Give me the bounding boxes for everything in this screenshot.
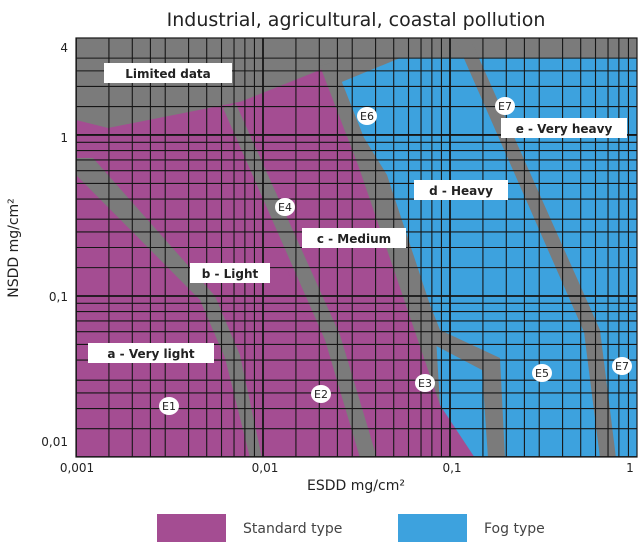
region-label-heavy: d - Heavy	[429, 184, 493, 198]
boundary-band-light-medium	[223, 104, 377, 457]
boundary-band-very-light-light	[76, 158, 262, 457]
region-label-light: b - Light	[202, 267, 259, 281]
e-markers: E6 E7 E4 E3 E5 E7 E2 E1	[159, 97, 632, 415]
region-labels: Limited data e - Very heavy d - Heavy c …	[88, 63, 627, 363]
chart-title: Industrial, agricultural, coastal pollut…	[167, 9, 546, 31]
legend: Standard type Fog type	[157, 514, 545, 542]
legend-swatch-standard	[157, 514, 226, 542]
marker-e3-circle	[415, 374, 435, 392]
region-label-very-light: a - Very light	[107, 347, 194, 361]
marker-e4-circle	[275, 198, 295, 216]
region-label-medium: c - Medium	[317, 232, 391, 246]
marker-e7-upper: E7	[498, 100, 512, 113]
x-tick-label: 0,01	[252, 461, 279, 475]
region-label-very-heavy: e - Very heavy	[516, 122, 613, 136]
x-axis-label: ESDD mg/cm²	[307, 478, 405, 494]
y-tick-label: 0,01	[41, 435, 68, 449]
marker-e1: E1	[162, 400, 176, 413]
y-tick-label: 0,1	[49, 290, 68, 304]
boundary-band-medium-heavy	[320, 62, 505, 457]
marker-e6: E6	[360, 110, 374, 123]
marker-e7-right-circle	[612, 357, 632, 375]
marker-e5: E5	[535, 367, 549, 380]
marker-e4: E4	[278, 201, 292, 214]
marker-e5-circle	[532, 364, 552, 382]
y-axis-ticks: 4 1 0,1 0,01	[41, 41, 68, 449]
legend-swatch-fog	[398, 514, 467, 542]
y-tick-label: 4	[60, 41, 68, 55]
region-box-medium	[302, 228, 406, 248]
y-axis-label: NSDD mg/cm²	[6, 198, 22, 298]
marker-e1-circle	[159, 397, 179, 415]
marker-e6-circle	[357, 107, 377, 125]
x-tick-label: 1	[626, 461, 634, 475]
plot-border	[75, 37, 638, 458]
region-label-limited-data: Limited data	[125, 67, 211, 81]
legend-label-fog: Fog type	[484, 521, 545, 537]
x-tick-label: 0,1	[442, 461, 461, 475]
region-box-very-heavy	[501, 118, 627, 138]
region-box-very-light	[88, 343, 214, 363]
marker-e7-right: E7	[615, 360, 629, 373]
marker-e7-upper-circle	[495, 97, 515, 115]
y-tick-label: 1	[60, 131, 68, 145]
marker-e2-circle	[311, 385, 331, 403]
marker-e3: E3	[418, 377, 432, 390]
region-box-light	[190, 263, 270, 283]
x-axis-ticks: 0,001 0,01 0,1 1	[60, 461, 634, 475]
boundary-band-heavy-very-heavy	[455, 38, 616, 457]
region-box-heavy	[414, 180, 508, 200]
region-box-limited-data	[104, 63, 232, 83]
legend-label-standard: Standard type	[243, 521, 342, 537]
marker-e2: E2	[314, 388, 328, 401]
x-tick-label: 0,001	[60, 461, 94, 475]
